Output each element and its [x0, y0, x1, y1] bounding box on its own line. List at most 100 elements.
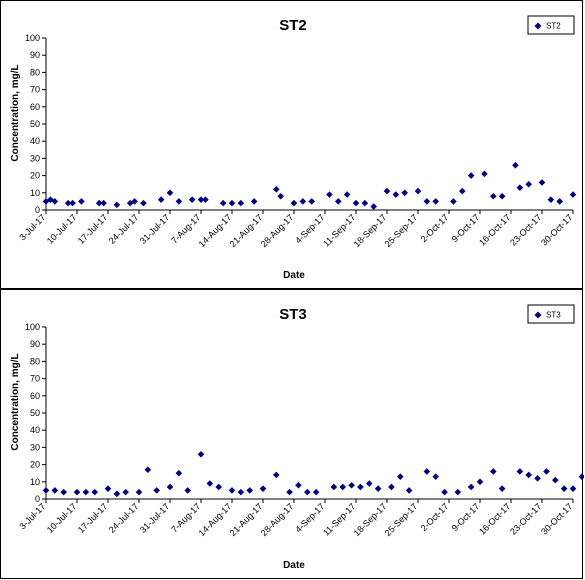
plot-area: 01020304050607080901003-Jul-1710-Jul-171… — [17, 322, 584, 538]
data-point — [131, 198, 138, 205]
y-tick-label: 10 — [30, 188, 40, 198]
chart-panel-st2: ST2 Concentration, mg/L Date ST2 0 10 20 30… — [0, 0, 583, 289]
data-point — [450, 198, 457, 205]
data-point — [206, 480, 214, 487]
data-point — [237, 199, 245, 207]
x-tick-label: 28-Aug-17 — [259, 212, 296, 249]
data-point — [100, 199, 107, 207]
data-point — [357, 483, 364, 491]
data-point — [69, 199, 76, 207]
data-point — [343, 191, 351, 198]
x-tick-label: 31-Jul-17 — [138, 212, 172, 246]
y-tick-label: 0 — [35, 205, 40, 215]
data-point — [525, 471, 533, 479]
data-point — [498, 485, 506, 492]
data-point — [396, 473, 404, 480]
y-tick-label: 90 — [30, 339, 40, 349]
data-point — [547, 196, 555, 203]
data-point — [330, 483, 338, 491]
chart-title: ST3 — [279, 306, 307, 323]
data-point — [228, 487, 236, 494]
y-tick-label: 100 — [25, 322, 40, 332]
data-point — [135, 488, 143, 496]
data-point — [569, 485, 577, 492]
legend-diamond-icon — [534, 311, 542, 319]
data-point — [489, 468, 497, 475]
data-point — [392, 191, 400, 198]
data-point — [348, 481, 355, 489]
data-point — [82, 488, 90, 496]
legend-label: ST3 — [546, 311, 561, 320]
data-point — [215, 483, 223, 491]
legend-label: ST2 — [546, 22, 561, 31]
x-tick-label: 3-Jul-17 — [17, 212, 47, 242]
y-tick-label: 10 — [30, 477, 40, 487]
data-point — [339, 483, 347, 491]
data-point — [383, 187, 391, 195]
y-tick-label: 30 — [30, 153, 40, 163]
data-point — [51, 198, 59, 205]
data-point — [423, 198, 431, 205]
y-tick-label: 70 — [30, 85, 40, 95]
data-point — [303, 488, 311, 496]
data-point — [140, 199, 147, 207]
data-point — [525, 180, 533, 188]
data-point — [481, 170, 488, 178]
data-point — [365, 480, 373, 487]
data-point — [188, 196, 196, 203]
data-point — [295, 481, 302, 489]
data-point — [250, 198, 258, 205]
x-tick-label: 9-Oct-17 — [450, 501, 482, 533]
data-point — [95, 199, 103, 207]
x-tick-label: 30-Oct-17 — [539, 212, 574, 247]
data-point — [578, 473, 584, 480]
y-tick-label: 100 — [25, 33, 40, 43]
chart-svg-st2: ST2 Concentration, mg/L Date ST2 0 10 20 30… — [10, 15, 577, 281]
legend-box — [527, 304, 575, 324]
x-tick-label: 10-Jul-17 — [45, 501, 79, 535]
data-point — [543, 468, 550, 475]
x-tick-label: 17-Jul-17 — [76, 212, 110, 246]
data-point — [175, 469, 183, 477]
data-point — [259, 485, 267, 492]
data-point — [458, 187, 466, 195]
data-point — [219, 199, 227, 207]
y-tick-label: 30 — [30, 442, 40, 452]
y-axis-title: Concentration, mg/L — [10, 64, 21, 161]
legend: ST3 — [527, 304, 575, 324]
data-point — [352, 199, 360, 207]
y-tick-label: 90 — [30, 50, 40, 60]
data-point — [405, 487, 413, 494]
data-point — [516, 468, 524, 475]
data-point — [228, 199, 236, 207]
x-tick-label: 24-Jul-17 — [107, 212, 141, 246]
y-tick-label: 40 — [30, 425, 40, 435]
x-tick-label: 17-Jul-17 — [76, 501, 110, 535]
data-point — [290, 199, 298, 207]
y-tick-label: 20 — [30, 460, 40, 470]
legend-diamond-icon — [534, 22, 542, 30]
data-point — [126, 199, 134, 207]
x-tick-label: 16-Oct-17 — [477, 501, 512, 536]
x-tick-label: 31-Jul-17 — [138, 501, 172, 535]
data-point — [91, 488, 99, 496]
data-point — [299, 198, 307, 205]
data-point — [197, 450, 205, 458]
y-tick-label: 40 — [30, 136, 40, 146]
x-tick-label: 23-Oct-17 — [508, 212, 543, 247]
data-point — [556, 198, 564, 205]
data-point — [122, 488, 130, 496]
data-point — [538, 179, 546, 186]
x-axis-title: Date — [283, 560, 305, 571]
data-point — [441, 488, 448, 496]
data-point — [388, 483, 395, 491]
x-tick-label: 25-Sep-17 — [383, 501, 420, 538]
y-tick-label: 50 — [30, 119, 40, 129]
data-point — [334, 198, 342, 205]
plot-area: 01020304050607080901003-Jul-1710-Jul-171… — [17, 33, 577, 249]
data-point — [489, 192, 497, 200]
chart-panel-st3: ST3 Concentration, mg/L Date ST3 0 10 20 30… — [0, 289, 584, 579]
data-point — [166, 483, 174, 491]
data-point — [42, 487, 50, 494]
data-point — [432, 198, 440, 205]
